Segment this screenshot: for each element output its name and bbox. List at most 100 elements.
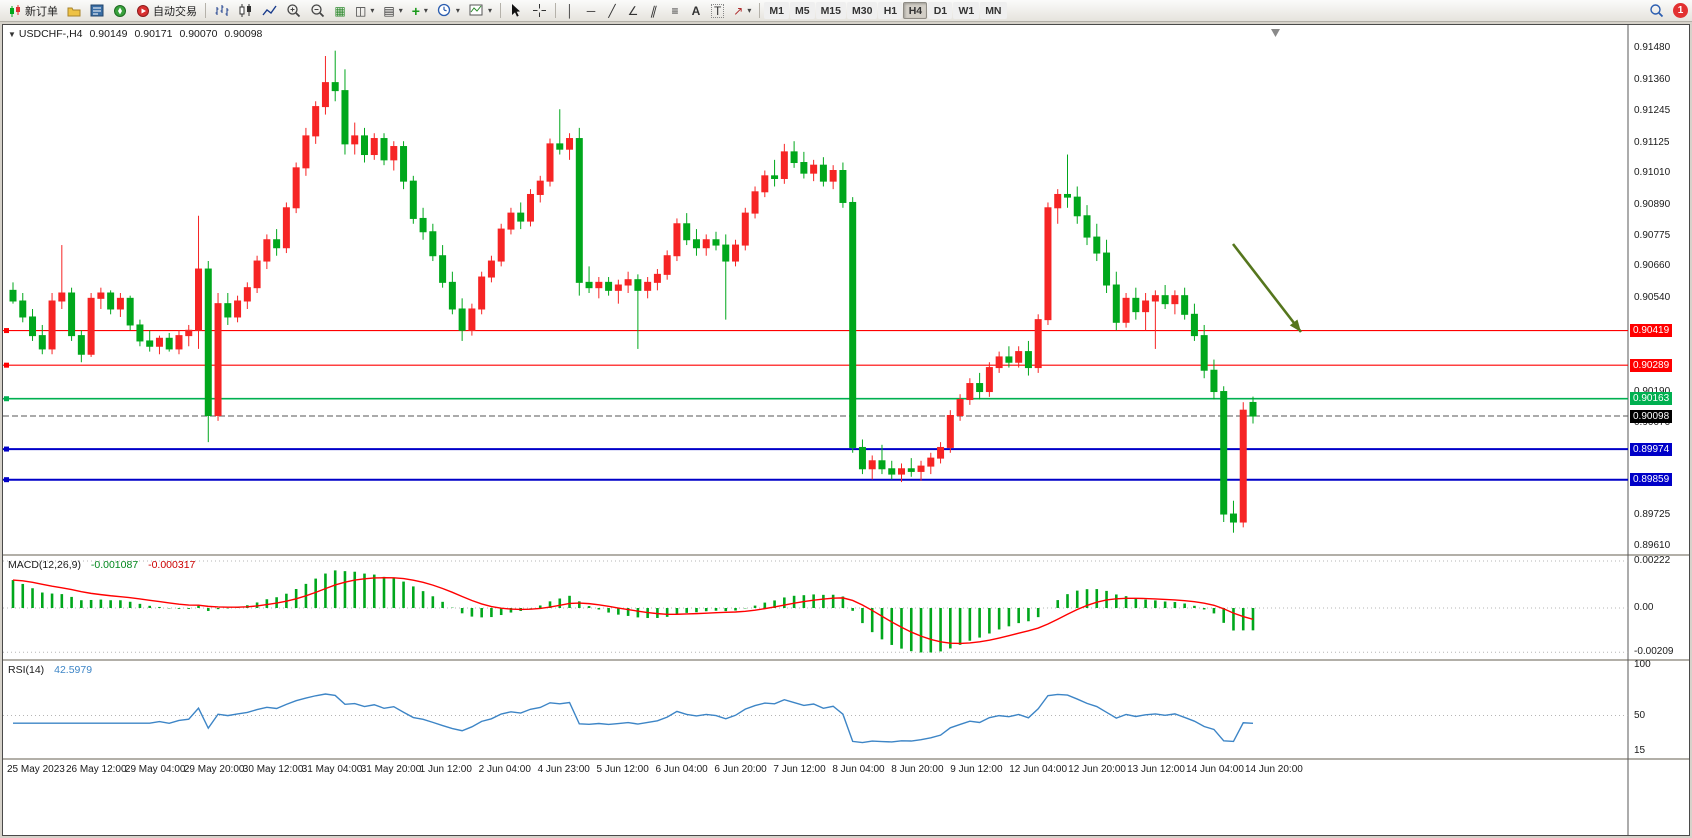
candlestick-icon bbox=[239, 4, 251, 17]
timeframe-button-M15[interactable]: M15 bbox=[815, 2, 846, 19]
templates-icon bbox=[469, 4, 483, 16]
navigator-button[interactable] bbox=[109, 2, 131, 20]
candle-body bbox=[224, 303, 232, 318]
vertical-line-tool-button[interactable]: │ bbox=[560, 2, 580, 20]
candle-body bbox=[165, 337, 173, 350]
candle-body bbox=[683, 223, 691, 241]
dropdown-arrow-icon: ▾ bbox=[747, 6, 752, 15]
candle-body bbox=[526, 193, 534, 222]
candle-body bbox=[77, 335, 85, 355]
annotation-arrow bbox=[1231, 243, 1303, 333]
timeframe-button-D1[interactable]: D1 bbox=[928, 2, 953, 19]
candle-body bbox=[458, 308, 466, 331]
candle-body bbox=[790, 151, 798, 164]
new-order-button[interactable]: 新订单 bbox=[4, 2, 62, 20]
candle-body bbox=[780, 151, 788, 179]
tile-windows-button[interactable]: ▦ bbox=[330, 2, 350, 20]
add-indicator-button[interactable]: + ▾ bbox=[408, 2, 432, 20]
toolbar-separator bbox=[499, 3, 501, 18]
timeframe-button-W1[interactable]: W1 bbox=[953, 2, 980, 19]
trendline-tool-button[interactable]: ╱ bbox=[602, 2, 622, 20]
candle-body bbox=[195, 268, 203, 331]
cascade-windows-button[interactable]: ◫ ▾ bbox=[351, 2, 378, 20]
toolbar-separator bbox=[759, 3, 761, 18]
candle-body bbox=[1190, 313, 1198, 337]
horizontal-line-tool-button[interactable]: ─ bbox=[581, 2, 601, 20]
zoom-in-button[interactable] bbox=[282, 2, 305, 20]
search-button[interactable] bbox=[1645, 2, 1668, 20]
market-watch-button[interactable] bbox=[86, 2, 108, 20]
new-order-icon bbox=[10, 4, 20, 17]
chart-window: ▼ USDCHF-,H4 0.90149 0.90171 0.90070 0.90098 … bbox=[2, 24, 1690, 836]
templates-button[interactable]: ▾ bbox=[465, 2, 496, 20]
channel-tool-button[interactable]: ∥ bbox=[644, 2, 664, 20]
arrows-tool-button[interactable]: ↗ ▾ bbox=[729, 2, 755, 20]
candle-body bbox=[341, 90, 349, 145]
label-tool-button[interactable]: T bbox=[707, 2, 728, 20]
timeframe-button-M5[interactable]: M5 bbox=[789, 2, 815, 19]
candle-body bbox=[19, 300, 27, 318]
candle-body bbox=[771, 175, 779, 179]
candle-body bbox=[380, 138, 388, 161]
candlestick-chart[interactable] bbox=[3, 25, 1689, 835]
candle-body bbox=[1093, 236, 1101, 254]
candle-body bbox=[849, 201, 857, 448]
timeframe-button-H4[interactable]: H4 bbox=[903, 2, 928, 19]
candle-body bbox=[312, 106, 320, 137]
tile-windows-icon: ▦ bbox=[334, 3, 346, 18]
timeframe-button-MN[interactable]: MN bbox=[980, 2, 1007, 19]
timeframe-group: M1 M5 M15 M30 H1 H4 D1 W1 MN bbox=[764, 2, 1007, 19]
candle-body bbox=[58, 292, 66, 302]
candle-body bbox=[575, 138, 583, 283]
candle-body bbox=[1122, 297, 1130, 323]
horizontal-line-icon: ─ bbox=[586, 3, 596, 18]
candle-body bbox=[907, 468, 915, 472]
candle-body bbox=[741, 212, 749, 246]
arrange-windows-button[interactable]: ▤ ▾ bbox=[379, 2, 406, 20]
candle-body bbox=[292, 167, 300, 209]
add-indicator-icon: + bbox=[411, 2, 420, 19]
angle-trend-icon: ∠ bbox=[627, 3, 639, 18]
timeframe-button-M1[interactable]: M1 bbox=[764, 2, 789, 19]
zoom-out-button[interactable] bbox=[306, 2, 329, 20]
candle-body bbox=[829, 170, 837, 182]
timeframe-button-H1[interactable]: H1 bbox=[878, 2, 903, 19]
candle-body bbox=[390, 146, 398, 161]
autotrading-button[interactable]: 自动交易 bbox=[132, 2, 201, 20]
candle-body bbox=[1054, 193, 1062, 209]
toolbar-separator bbox=[554, 3, 556, 18]
candle-body bbox=[917, 465, 925, 472]
candle-body bbox=[204, 268, 212, 417]
bar-chart-mode-button[interactable] bbox=[210, 2, 233, 20]
line-chart-mode-button[interactable] bbox=[258, 2, 281, 20]
candle-body bbox=[1083, 215, 1091, 238]
text-tool-button[interactable]: A bbox=[686, 2, 706, 20]
candle-body bbox=[48, 300, 56, 350]
candle-body bbox=[653, 273, 661, 283]
periods-button[interactable]: ▾ bbox=[433, 2, 464, 20]
crosshair-tool-button[interactable] bbox=[528, 2, 551, 20]
candle-body bbox=[175, 335, 183, 350]
candle-body bbox=[624, 279, 632, 286]
angle-trend-tool-button[interactable]: ∠ bbox=[623, 2, 643, 20]
cursor-tool-button[interactable] bbox=[505, 2, 527, 20]
candle-body bbox=[644, 281, 652, 291]
candle-body bbox=[1210, 369, 1218, 393]
candle-body bbox=[663, 255, 671, 275]
candle-body bbox=[888, 468, 896, 475]
timeframe-button-M30[interactable]: M30 bbox=[847, 2, 878, 19]
candle-body bbox=[946, 415, 954, 448]
candle-body bbox=[1024, 351, 1032, 369]
candle-body bbox=[429, 231, 437, 257]
candle-body bbox=[1044, 207, 1052, 321]
candlestick-mode-button[interactable] bbox=[234, 2, 257, 20]
navigator-icon bbox=[114, 4, 126, 17]
candle-body bbox=[1220, 391, 1228, 515]
fibonacci-tool-button[interactable]: ≡ bbox=[665, 2, 685, 20]
toolbar-right-group: 1 bbox=[1645, 2, 1688, 20]
profiles-button[interactable] bbox=[63, 2, 85, 20]
notification-badge[interactable]: 1 bbox=[1673, 3, 1688, 18]
candle-body bbox=[9, 289, 17, 302]
candle-body bbox=[107, 292, 115, 310]
clock-icon bbox=[437, 3, 451, 17]
